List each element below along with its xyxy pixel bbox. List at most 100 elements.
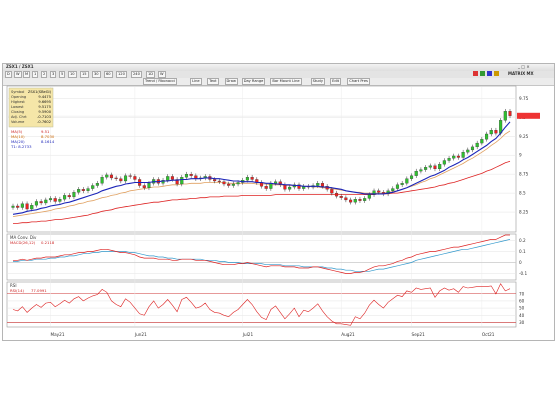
pane-frame-1 (6, 233, 517, 281)
tool-button-7[interactable]: Edit (330, 78, 342, 85)
candle-body (16, 205, 20, 208)
candle-body (128, 175, 132, 177)
candle-body (170, 176, 174, 180)
candle-body (63, 195, 67, 200)
price-tick-label: 8.5 (519, 191, 526, 196)
candle-body (320, 183, 325, 187)
candle-body (438, 164, 442, 170)
candle-body (297, 184, 301, 189)
rsi-legend-value: 77.0991 (31, 288, 47, 293)
pane-frame-0 (6, 85, 517, 233)
color-swatch-icon[interactable] (480, 71, 485, 76)
tool-button-0[interactable]: Trend / Fibonacci (143, 78, 178, 85)
tool-button-5[interactable]: Bar Mount Line (270, 78, 302, 85)
macd-tick-label: 0 (519, 260, 522, 265)
quote-label: Opening (11, 95, 26, 99)
price-tick-label: 8.75 (519, 172, 529, 177)
quote-value: 9.5900 (38, 110, 51, 114)
candle-body (39, 201, 43, 204)
window-controls[interactable]: _ □ × (518, 64, 530, 69)
period-button-3[interactable]: 1 (32, 71, 39, 78)
chart-window: ZSX1 / ZSX1 _ □ × D W M 1 2 3 5 10 15 30 60 120 240 1… (2, 63, 555, 341)
price-legend-label: MA(5) (11, 129, 23, 134)
period-button-10[interactable]: 60 (104, 71, 113, 78)
period-button-2[interactable]: M (23, 71, 31, 78)
color-swatch-icon[interactable] (487, 71, 492, 76)
matrix-label: MATRIX MX (508, 71, 534, 76)
rsi-line (12, 283, 511, 326)
period-button-11[interactable]: 120 (116, 71, 127, 78)
rsi-tick-label: 70 (519, 291, 525, 296)
candle-body (400, 183, 404, 185)
tool-button-8[interactable]: Chart Pres (347, 78, 370, 85)
candle-body (349, 199, 353, 203)
candle-body (283, 184, 287, 190)
x-tick-label: May21 (51, 332, 65, 337)
candle-body (67, 195, 71, 198)
candle-body (414, 170, 418, 176)
quote-value: ZSX1(SBeGI) (28, 90, 52, 94)
candle-body (236, 182, 240, 185)
period-button-13[interactable]: 1D (146, 71, 156, 78)
tool-button-2[interactable]: Text (207, 78, 219, 85)
candle-body (48, 198, 53, 201)
macd-tick-label: 0.1 (519, 249, 526, 254)
candle-body (175, 179, 179, 185)
toolbar-tools: Trend / Fibonacci Line Text Draw Day Range Ba… (3, 78, 554, 86)
period-button-1[interactable]: W (14, 71, 22, 78)
candle-body (367, 194, 371, 199)
candle-body (72, 192, 76, 198)
candle-body (344, 197, 348, 201)
rsi-tick-label: 40 (519, 313, 525, 318)
candle-body (405, 178, 409, 184)
rsi-tick-label: 30 (519, 320, 525, 325)
candle-body (494, 130, 498, 134)
last-price-tag (517, 112, 540, 119)
candle-body (119, 178, 123, 182)
tool-button-1[interactable]: Line (190, 78, 202, 85)
ma-red-line (13, 160, 511, 224)
period-button-9[interactable]: 30 (92, 71, 101, 78)
candle-body (227, 183, 231, 186)
candle-body (330, 189, 334, 194)
candle-body (114, 177, 118, 179)
candle-body (222, 181, 226, 185)
x-tick-label: Jul21 (242, 332, 254, 337)
period-button-5[interactable]: 3 (50, 71, 57, 78)
candle-body (278, 181, 282, 185)
period-button-7[interactable]: 10 (68, 71, 77, 78)
ma-blue-line (12, 121, 511, 215)
candle-body (424, 167, 428, 170)
candle-body (109, 174, 114, 179)
quote-label: Lowest (11, 105, 24, 109)
candle-body (213, 179, 217, 182)
period-button-8[interactable]: 15 (80, 71, 89, 78)
candle-body (316, 183, 320, 186)
tool-button-4[interactable]: Day Range (241, 78, 266, 85)
candle-body (428, 165, 432, 168)
tool-button-3[interactable]: Draw (224, 78, 238, 85)
candle-body (142, 185, 146, 188)
candle-body (77, 189, 81, 193)
color-swatch-icon[interactable] (473, 71, 478, 76)
candle-body (105, 174, 109, 178)
macd-legend-title: MA Conv. Div (10, 235, 37, 240)
quote-label: Highest (11, 100, 25, 104)
candle-body (409, 175, 414, 179)
macd-tick-label: -0.1 (519, 271, 528, 276)
tool-button-6[interactable]: Study (310, 78, 325, 85)
candle-body (358, 199, 362, 201)
candle-body (264, 186, 268, 189)
color-swatch-icon[interactable] (494, 71, 499, 76)
period-button-6[interactable]: 5 (59, 71, 66, 78)
candle-body (95, 183, 99, 186)
period-button-4[interactable]: 2 (41, 71, 48, 78)
candle-body (44, 199, 48, 204)
period-button-12[interactable]: 240 (131, 71, 142, 78)
candle-body (433, 165, 437, 170)
quote-value: 9.6695 (38, 100, 51, 104)
quote-box (8, 87, 54, 128)
period-button-0[interactable]: D (5, 71, 12, 78)
period-button-14[interactable]: W (158, 71, 166, 78)
price-tick-label: 9 (519, 153, 522, 158)
